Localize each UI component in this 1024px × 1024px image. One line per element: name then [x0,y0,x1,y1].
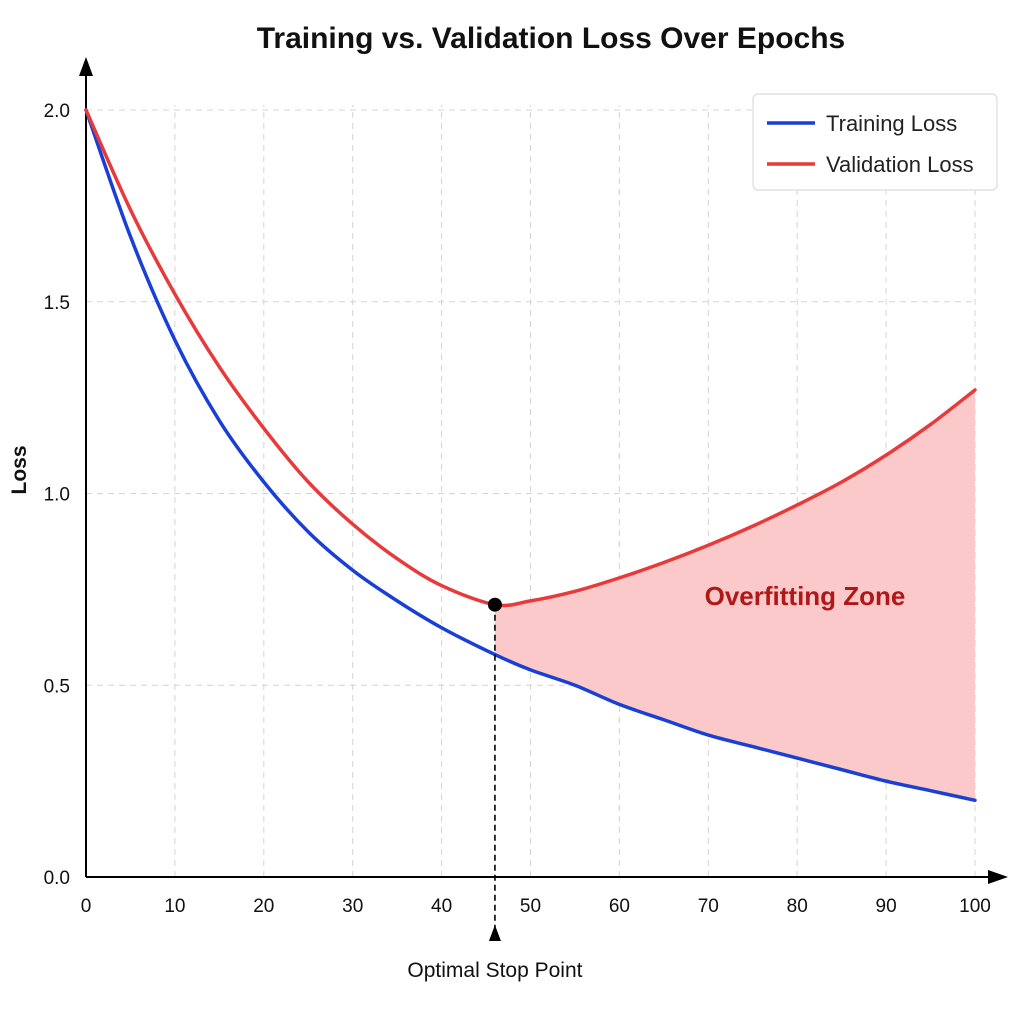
training-loss-line [84,108,977,803]
validation-loss-line [84,108,977,608]
x-tick-label: 80 [787,896,808,917]
chart-title: Training vs. Validation Loss Over Epochs [257,22,846,55]
stop-point-marker [487,597,502,612]
x-tick-label: 70 [698,896,719,917]
overfitting-zone-area [494,389,975,801]
stop-point-label: Optimal Stop Point [407,959,582,982]
x-tick-label: 10 [164,896,185,917]
legend: Training Loss Validation Loss [752,93,998,191]
tick-labels: 0 10 20 30 40 50 60 70 80 90 100 0.0 0.5 1.0 1.5 2.0 [44,101,991,917]
y-tick-label: 1.0 [44,485,70,506]
series-lines [84,108,977,803]
legend-label: Training Loss [826,111,957,136]
x-axis-arrow-icon [988,870,1008,884]
x-tick-label: 60 [609,896,630,917]
y-tick-label: 2.0 [44,101,70,122]
x-tick-label: 20 [253,896,274,917]
x-tick-label: 30 [342,896,363,917]
y-axis-label: Loss [8,445,31,494]
legend-label: Validation Loss [826,152,974,177]
axes [79,57,1008,884]
y-tick-label: 0.5 [44,676,70,697]
overfitting-zone-fill [494,389,975,801]
x-tick-label: 0 [81,896,92,917]
y-tick-label: 1.5 [44,293,70,314]
y-axis-arrow-icon [79,57,93,76]
x-tick-label: 40 [431,896,452,917]
x-tick-label: 100 [959,896,991,917]
x-tick-label: 90 [876,896,897,917]
y-tick-label: 0.0 [44,868,70,889]
stop-point-arrow-icon [488,925,501,941]
legend-box [752,93,998,191]
overfitting-zone-label: Overfitting Zone [705,581,906,611]
annotations: Optimal Stop Point Overfitting Zone [407,581,905,982]
x-tick-label: 50 [520,896,541,917]
